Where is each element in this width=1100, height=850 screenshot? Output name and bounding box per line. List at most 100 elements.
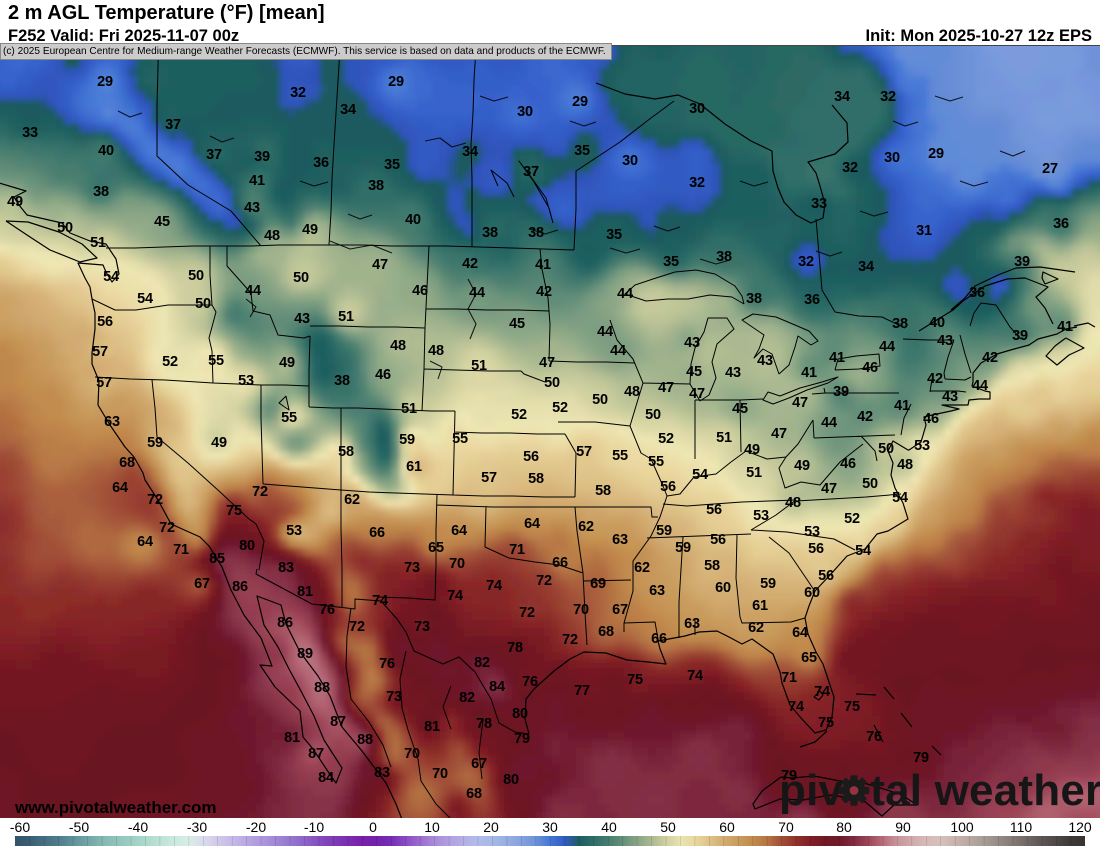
svg-text:87: 87 bbox=[330, 714, 346, 730]
svg-text:38: 38 bbox=[368, 178, 384, 194]
svg-text:47: 47 bbox=[771, 426, 787, 442]
svg-text:39: 39 bbox=[833, 384, 849, 400]
svg-text:32: 32 bbox=[798, 254, 814, 270]
svg-text:40: 40 bbox=[405, 212, 421, 228]
svg-text:64: 64 bbox=[792, 625, 808, 641]
svg-text:30: 30 bbox=[689, 101, 705, 117]
svg-text:59: 59 bbox=[675, 540, 691, 556]
svg-text:83: 83 bbox=[278, 560, 294, 576]
svg-text:53: 53 bbox=[914, 438, 930, 454]
svg-text:84: 84 bbox=[489, 679, 505, 695]
svg-text:74: 74 bbox=[447, 588, 463, 604]
svg-text:49: 49 bbox=[279, 355, 295, 371]
svg-text:38: 38 bbox=[716, 249, 732, 265]
svg-text:34: 34 bbox=[834, 89, 850, 105]
svg-text:64: 64 bbox=[524, 516, 540, 532]
svg-text:43: 43 bbox=[294, 311, 310, 327]
svg-text:72: 72 bbox=[562, 632, 578, 648]
svg-text:74: 74 bbox=[687, 668, 703, 684]
svg-text:52: 52 bbox=[844, 511, 860, 527]
svg-text:44: 44 bbox=[972, 378, 988, 394]
svg-text:71: 71 bbox=[781, 670, 797, 686]
svg-text:35: 35 bbox=[384, 157, 400, 173]
svg-text:41: 41 bbox=[801, 365, 817, 381]
svg-text:53: 53 bbox=[753, 508, 769, 524]
svg-text:29: 29 bbox=[572, 94, 588, 110]
svg-text:57: 57 bbox=[92, 344, 108, 360]
svg-text:85: 85 bbox=[209, 551, 225, 567]
svg-text:70: 70 bbox=[432, 766, 448, 782]
svg-text:79: 79 bbox=[514, 731, 530, 747]
svg-text:53: 53 bbox=[238, 373, 254, 389]
svg-text:70: 70 bbox=[404, 746, 420, 762]
svg-text:50: 50 bbox=[188, 268, 204, 284]
svg-text:67: 67 bbox=[612, 602, 628, 618]
svg-text:30: 30 bbox=[884, 150, 900, 166]
svg-text:37: 37 bbox=[523, 164, 539, 180]
svg-text:56: 56 bbox=[706, 502, 722, 518]
svg-text:71: 71 bbox=[509, 542, 525, 558]
svg-text:80: 80 bbox=[503, 772, 519, 788]
svg-text:59: 59 bbox=[656, 523, 672, 539]
svg-text:47: 47 bbox=[821, 481, 837, 497]
svg-text:51: 51 bbox=[401, 401, 417, 417]
svg-text:50: 50 bbox=[592, 392, 608, 408]
svg-text:56: 56 bbox=[808, 541, 824, 557]
svg-text:50: 50 bbox=[878, 441, 894, 457]
svg-text:59: 59 bbox=[399, 432, 415, 448]
svg-text:38: 38 bbox=[892, 316, 908, 332]
svg-text:66: 66 bbox=[552, 555, 568, 571]
svg-text:56: 56 bbox=[818, 568, 834, 584]
svg-text:82: 82 bbox=[474, 655, 490, 671]
svg-text:80: 80 bbox=[239, 538, 255, 554]
svg-text:48: 48 bbox=[624, 384, 640, 400]
svg-text:35: 35 bbox=[663, 254, 679, 270]
svg-text:35: 35 bbox=[574, 143, 590, 159]
svg-text:73: 73 bbox=[414, 619, 430, 635]
svg-text:49: 49 bbox=[211, 435, 227, 451]
svg-text:76: 76 bbox=[522, 674, 538, 690]
svg-text:54: 54 bbox=[103, 269, 119, 285]
svg-text:88: 88 bbox=[357, 732, 373, 748]
svg-text:66: 66 bbox=[651, 631, 667, 647]
svg-text:36: 36 bbox=[1053, 216, 1069, 232]
svg-text:74: 74 bbox=[486, 578, 502, 594]
svg-text:32: 32 bbox=[689, 175, 705, 191]
svg-text:36: 36 bbox=[313, 155, 329, 171]
svg-text:60: 60 bbox=[715, 580, 731, 596]
svg-text:32: 32 bbox=[880, 89, 896, 105]
svg-text:51: 51 bbox=[716, 430, 732, 446]
svg-text:42: 42 bbox=[927, 371, 943, 387]
svg-text:68: 68 bbox=[598, 624, 614, 640]
svg-text:29: 29 bbox=[388, 74, 404, 90]
svg-text:88: 88 bbox=[314, 680, 330, 696]
svg-text:36: 36 bbox=[969, 285, 985, 301]
svg-text:41: 41 bbox=[1057, 319, 1073, 335]
svg-text:74: 74 bbox=[372, 593, 388, 609]
svg-text:73: 73 bbox=[386, 689, 402, 705]
svg-text:45: 45 bbox=[509, 316, 525, 332]
svg-text:79: 79 bbox=[913, 750, 929, 766]
svg-text:67: 67 bbox=[194, 576, 210, 592]
svg-text:71: 71 bbox=[173, 542, 189, 558]
svg-text:73: 73 bbox=[404, 560, 420, 576]
svg-text:78: 78 bbox=[507, 640, 523, 656]
svg-text:39: 39 bbox=[254, 149, 270, 165]
svg-text:75: 75 bbox=[226, 503, 242, 519]
svg-text:30: 30 bbox=[622, 153, 638, 169]
svg-text:72: 72 bbox=[536, 573, 552, 589]
svg-text:50: 50 bbox=[544, 375, 560, 391]
svg-text:31: 31 bbox=[916, 223, 932, 239]
svg-text:38: 38 bbox=[93, 184, 109, 200]
svg-text:62: 62 bbox=[748, 620, 764, 636]
svg-text:53: 53 bbox=[286, 523, 302, 539]
svg-text:38: 38 bbox=[528, 225, 544, 241]
svg-text:40: 40 bbox=[929, 315, 945, 331]
svg-text:58: 58 bbox=[595, 483, 611, 499]
svg-text:63: 63 bbox=[612, 532, 628, 548]
svg-text:63: 63 bbox=[104, 414, 120, 430]
svg-text:49: 49 bbox=[302, 222, 318, 238]
svg-text:46: 46 bbox=[862, 360, 878, 376]
svg-text:49: 49 bbox=[744, 442, 760, 458]
svg-text:59: 59 bbox=[147, 435, 163, 451]
